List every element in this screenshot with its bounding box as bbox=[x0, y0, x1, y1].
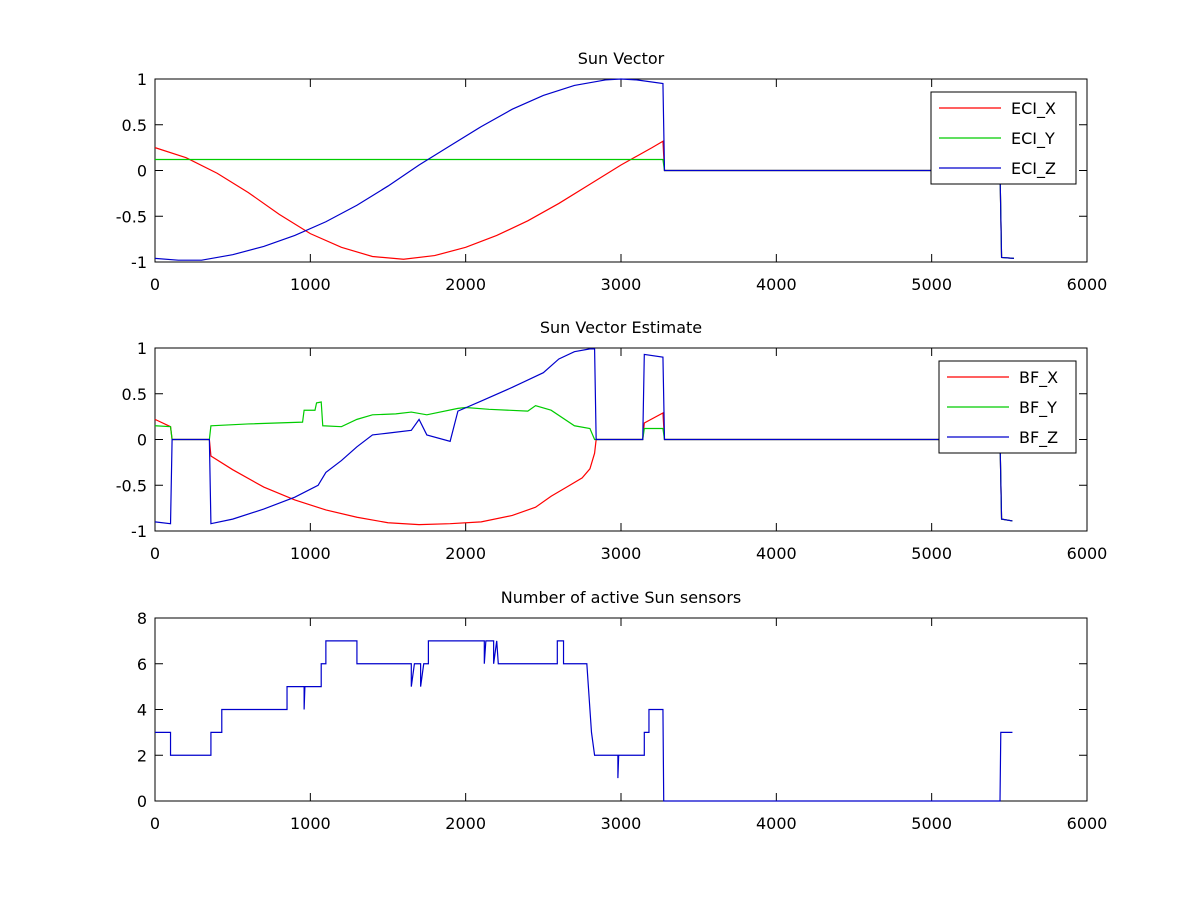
subplot-1: Sun Vector 0 1000 2000 3000 4000 5000 6000 -1 -0.… bbox=[116, 49, 1108, 294]
x-tick-label: 4000 bbox=[756, 814, 797, 833]
y-tick-label: -1 bbox=[131, 253, 147, 272]
y-tick-label: -1 bbox=[131, 522, 147, 541]
y-tick-label: 0 bbox=[137, 792, 147, 811]
series-line-eci-z bbox=[154, 78, 1015, 261]
legend: ECI_X ECI_Y ECI_Z bbox=[930, 91, 1077, 185]
series-line-bf-x bbox=[154, 411, 1013, 526]
axes-frame bbox=[154, 617, 1088, 802]
y-tick-label: 1 bbox=[137, 339, 147, 358]
x-tick-label: 2000 bbox=[445, 544, 486, 563]
series-line-sensor-count bbox=[155, 640, 1013, 802]
chart-title: Number of active Sun sensors bbox=[501, 588, 741, 607]
subplot-2: Sun Vector Estimate 0 1000 2000 3000 4000 5000… bbox=[116, 318, 1108, 563]
x-tick-label: 5000 bbox=[911, 544, 952, 563]
x-tick-label: 0 bbox=[150, 814, 160, 833]
x-tick-label: 5000 bbox=[911, 275, 952, 294]
x-tick-label: 3000 bbox=[601, 544, 642, 563]
x-tick-label: 0 bbox=[150, 544, 160, 563]
legend-label: BF_Z bbox=[1019, 428, 1058, 448]
x-tick-label: 6000 bbox=[1067, 544, 1108, 563]
y-tick-label: -0.5 bbox=[116, 476, 147, 495]
x-tick-label: 5000 bbox=[911, 814, 952, 833]
legend-label: ECI_Z bbox=[1011, 159, 1056, 179]
x-tick-label: 3000 bbox=[601, 275, 642, 294]
legend-label: BF_X bbox=[1019, 368, 1058, 388]
subplot-3: Number of active Sun sensors 0 1000 2000 300… bbox=[137, 588, 1108, 833]
x-tick-label: 1000 bbox=[290, 544, 331, 563]
legend-label: ECI_Y bbox=[1011, 129, 1055, 149]
legend: BF_X BF_Y BF_Z bbox=[938, 360, 1077, 454]
series-line-eci-y bbox=[155, 158, 1015, 259]
series-line-bf-y bbox=[154, 401, 1013, 522]
x-tick-label: 0 bbox=[150, 275, 160, 294]
x-tick-label: 4000 bbox=[756, 275, 797, 294]
x-tick-label: 6000 bbox=[1067, 814, 1108, 833]
y-tick-label: 8 bbox=[137, 609, 147, 628]
legend-label: BF_Y bbox=[1019, 398, 1057, 418]
x-tick-label: 3000 bbox=[601, 814, 642, 833]
x-tick-label: 2000 bbox=[445, 275, 486, 294]
y-tick-label: -0.5 bbox=[116, 207, 147, 226]
x-tick-label: 2000 bbox=[445, 814, 486, 833]
x-tick-label: 1000 bbox=[290, 275, 331, 294]
y-tick-label: 2 bbox=[137, 746, 147, 765]
legend-label: ECI_X bbox=[1011, 99, 1056, 119]
x-tick-label: 6000 bbox=[1067, 275, 1108, 294]
chart-title: Sun Vector Estimate bbox=[540, 318, 702, 337]
y-tick-label: 6 bbox=[137, 655, 147, 674]
y-tick-label: 0 bbox=[137, 162, 147, 181]
chart-title: Sun Vector bbox=[578, 49, 665, 68]
x-tick-label: 1000 bbox=[290, 814, 331, 833]
y-tick-label: 0.5 bbox=[122, 116, 147, 135]
y-tick-label: 4 bbox=[137, 701, 147, 720]
x-tick-label: 4000 bbox=[756, 544, 797, 563]
series-line-bf-z bbox=[154, 348, 1013, 525]
y-tick-label: 1 bbox=[137, 70, 147, 89]
y-tick-label: 0 bbox=[137, 431, 147, 450]
y-tick-label: 0.5 bbox=[122, 385, 147, 404]
